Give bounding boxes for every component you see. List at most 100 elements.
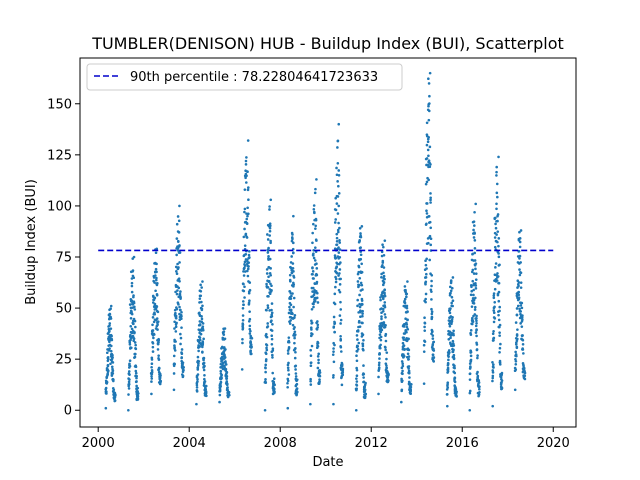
scatter-point xyxy=(520,325,524,328)
scatter-point xyxy=(453,366,456,370)
scatter-point xyxy=(472,228,475,232)
scatter-point xyxy=(451,304,454,308)
scatter-point xyxy=(226,386,229,389)
scatter-point xyxy=(315,267,319,270)
scatter-point xyxy=(155,270,158,274)
scatter-point xyxy=(355,380,359,383)
scatter-point xyxy=(521,314,524,317)
scatter-point xyxy=(265,272,269,275)
scatter-point xyxy=(199,294,203,298)
scatter-point xyxy=(471,279,475,283)
scatter-point xyxy=(203,380,207,383)
scatter-point xyxy=(268,234,272,237)
scatter-point xyxy=(180,314,183,318)
scatter-point xyxy=(337,173,341,177)
scatter-point xyxy=(336,180,339,183)
scatter-point xyxy=(220,373,223,377)
scatter-point xyxy=(515,354,518,358)
scatter-point xyxy=(519,281,523,284)
scatter-point xyxy=(476,356,479,360)
scatter-point xyxy=(474,267,477,271)
scatter-point xyxy=(478,390,481,394)
scatter-point xyxy=(312,293,316,297)
scatter-point xyxy=(430,284,433,288)
x-tick-label: 2008 xyxy=(264,436,297,451)
scatter-point xyxy=(470,289,474,293)
scatter-point xyxy=(387,379,390,383)
scatter-point xyxy=(335,232,339,236)
scatter-point xyxy=(474,324,478,328)
scatter-point xyxy=(333,320,336,324)
scatter-point xyxy=(290,294,293,298)
scatter-point xyxy=(271,356,274,359)
scatter-point xyxy=(448,351,451,354)
scatter-point xyxy=(135,384,138,388)
scatter-point xyxy=(476,370,479,374)
scatter-point xyxy=(362,348,365,352)
scatter-point xyxy=(136,386,140,390)
scatter-point xyxy=(154,289,157,293)
scatter-point xyxy=(180,310,183,314)
scatter-point xyxy=(425,212,429,215)
scatter-point xyxy=(378,357,381,360)
scatter-point xyxy=(477,387,481,391)
scatter-point xyxy=(337,221,340,225)
scatter-point xyxy=(430,298,433,301)
scatter-point xyxy=(265,348,269,352)
scatter-point xyxy=(469,350,473,353)
scatter-point xyxy=(432,356,436,359)
scatter-point xyxy=(424,276,428,279)
scatter-point xyxy=(360,225,364,228)
scatter-point xyxy=(475,316,478,320)
scatter-point xyxy=(241,323,245,326)
scatter-point xyxy=(377,375,380,379)
scatter-point xyxy=(500,373,504,377)
scatter-point xyxy=(518,230,521,234)
scatter-point xyxy=(429,226,433,230)
scatter-point xyxy=(516,304,520,308)
scatter-point xyxy=(361,312,364,315)
scatter-point xyxy=(497,313,500,317)
scatter-point xyxy=(240,368,244,371)
scatter-point xyxy=(377,366,381,370)
scatter-point xyxy=(518,245,522,249)
scatter-point xyxy=(497,155,500,159)
scatter-point xyxy=(518,237,522,240)
scatter-point xyxy=(154,251,158,255)
scatter-point xyxy=(334,218,338,221)
scatter-point xyxy=(290,231,294,235)
scatter-point xyxy=(180,317,183,320)
scatter-point xyxy=(248,310,251,313)
scatter-point xyxy=(430,274,434,277)
scatter-point xyxy=(268,229,272,233)
scatter-point xyxy=(425,143,429,147)
scatter-point xyxy=(407,369,411,373)
scatter-point xyxy=(423,340,427,343)
scatter-point xyxy=(309,364,313,368)
scatter-point xyxy=(242,274,246,277)
scatter-point xyxy=(477,379,481,382)
scatter-point xyxy=(264,378,267,381)
scatter-point xyxy=(179,342,182,346)
scatter-point xyxy=(493,301,497,304)
scatter-point xyxy=(111,372,115,375)
scatter-point xyxy=(177,266,180,269)
scatter-point xyxy=(361,288,364,291)
scatter-point xyxy=(108,322,112,325)
scatter-point xyxy=(422,382,426,385)
scatter-point xyxy=(312,222,315,226)
scatter-point xyxy=(429,192,432,195)
scatter-point xyxy=(450,318,454,321)
scatter-point xyxy=(127,370,131,373)
scatter-point xyxy=(432,340,436,344)
scatter-point xyxy=(521,338,525,342)
scatter-point xyxy=(200,308,204,312)
scatter-point xyxy=(220,355,224,359)
scatter-point xyxy=(154,278,158,282)
scatter-point xyxy=(315,178,318,181)
scatter-point xyxy=(111,353,114,357)
scatter-point xyxy=(269,241,272,245)
scatter-point xyxy=(380,254,384,258)
scatter-point xyxy=(405,323,409,326)
scatter-point xyxy=(492,296,496,300)
